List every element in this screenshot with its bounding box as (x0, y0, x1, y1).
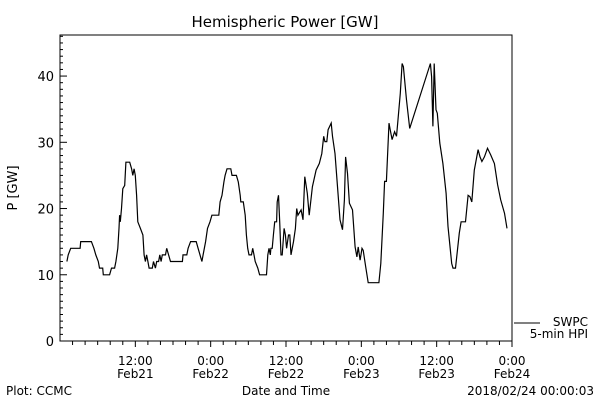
legend-label-swpc: SWPC (553, 315, 588, 329)
y-tick-label: 20 (37, 203, 54, 218)
x-tick-date: Feb21 (117, 367, 154, 381)
legend-label-hpi: 5-min HPI (530, 327, 588, 341)
y-tick-label: 40 (37, 70, 54, 85)
x-tick-time: 12:00 (269, 354, 304, 368)
x-tick-date: Feb23 (343, 367, 380, 381)
x-tick-time: 0:00 (348, 354, 375, 368)
y-tick-label: 10 (37, 269, 54, 284)
x-tick-date: Feb23 (418, 367, 455, 381)
x-tick-time: 12:00 (118, 354, 153, 368)
x-tick-time: 0:00 (499, 354, 526, 368)
x-tick-time: 0:00 (197, 354, 224, 368)
chart-title: Hemispheric Power [GW] (192, 13, 379, 31)
x-axis-label: Date and Time (242, 384, 330, 398)
y-axis-label: P [GW] (6, 165, 21, 210)
x-tick-time: 12:00 (419, 354, 454, 368)
x-tick-date: Feb24 (494, 367, 531, 381)
series-line-swpc (66, 63, 508, 284)
footer-timestamp: 2018/02/24 00:00:03 (467, 384, 594, 398)
x-tick-date: Feb22 (268, 367, 305, 381)
x-tick-date: Feb22 (192, 367, 229, 381)
y-tick-label: 0 (46, 335, 54, 350)
footer-credit: Plot: CCMC (6, 384, 72, 398)
plot-frame (59, 34, 513, 342)
y-tick-label: 30 (37, 136, 54, 151)
